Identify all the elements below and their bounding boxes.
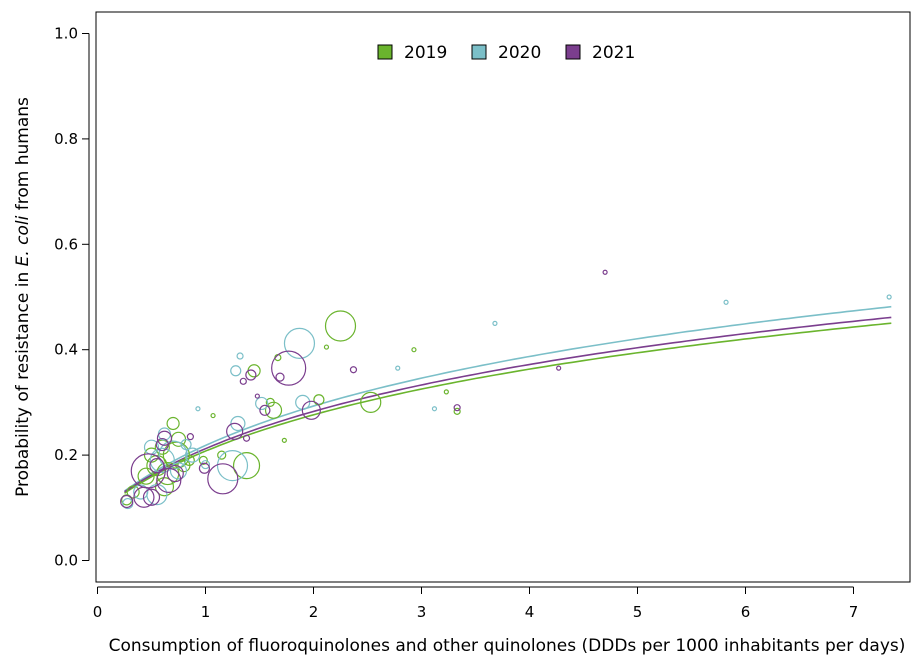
data-points [120, 269, 892, 510]
data-point-2020 [492, 320, 498, 326]
data-point-2021 [207, 463, 239, 495]
legend-label-2021: 2021 [592, 43, 635, 63]
x-tick-label: 1 [201, 603, 211, 621]
data-point-2020 [157, 427, 172, 441]
data-point-2019 [137, 467, 155, 485]
data-point-2019 [217, 450, 227, 460]
data-point-2019 [170, 431, 187, 447]
legend-swatch-2019 [377, 44, 393, 60]
y-tick-label: 0.4 [54, 341, 78, 359]
data-point-2021 [239, 377, 247, 385]
data-point-2019 [198, 455, 208, 465]
data-point-2021 [166, 464, 184, 483]
data-point-2021 [301, 400, 321, 420]
data-point-2020 [283, 327, 316, 359]
data-point-2021 [275, 372, 285, 382]
data-point-2019 [443, 389, 449, 395]
data-point-2021 [186, 433, 194, 441]
x-tick-label: 0 [93, 603, 103, 621]
y-tick-label: 0.6 [54, 235, 78, 253]
data-point-2020 [195, 406, 201, 412]
legend: 2019 2020 2021 [377, 43, 635, 63]
y-tick-label: 0.2 [54, 446, 78, 464]
data-point-2020 [169, 462, 188, 480]
data-point-2019 [166, 416, 180, 431]
data-point-2021 [602, 269, 608, 275]
x-tick-label: 7 [849, 603, 859, 621]
fit-lines [124, 305, 892, 494]
y-tick-label: 1.0 [54, 25, 78, 43]
x-tick-label: 4 [525, 603, 535, 621]
y-axis: 0.0 0.2 0.4 0.6 0.8 1.0 [54, 25, 90, 570]
data-point-2019 [126, 485, 140, 499]
legend-swatch-2021 [565, 44, 581, 60]
data-point-2021 [226, 422, 244, 440]
data-point-2019 [183, 454, 195, 466]
legend-label-2019: 2019 [404, 43, 447, 63]
data-point-2020 [255, 396, 269, 411]
data-point-2019 [360, 391, 382, 413]
x-tick-label: 5 [633, 603, 643, 621]
x-tick-label: 3 [417, 603, 427, 621]
data-point-2021 [130, 453, 166, 489]
fit-line-2021 [124, 316, 892, 493]
data-point-2019 [453, 407, 461, 415]
legend-label-2020: 2020 [498, 43, 541, 63]
data-point-2019 [210, 412, 216, 419]
data-point-2019 [323, 344, 330, 350]
data-point-2020 [431, 406, 438, 412]
data-point-2021 [259, 404, 271, 416]
data-point-2020 [395, 365, 401, 371]
data-point-2021 [120, 494, 134, 509]
data-point-2021 [149, 458, 165, 474]
data-point-2021 [245, 369, 257, 381]
x-axis-title: Consumption of fluoroquinolones and othe… [109, 636, 906, 656]
plot-frame [95, 11, 911, 583]
data-point-2020 [230, 415, 246, 432]
data-point-2019 [411, 347, 417, 353]
x-tick-label: 6 [741, 603, 751, 621]
data-point-2021 [142, 488, 161, 506]
data-point-2020 [180, 438, 192, 451]
data-point-2020 [146, 484, 168, 506]
data-point-2021 [156, 430, 173, 446]
data-point-2020 [230, 365, 242, 377]
x-tick-label: 2 [309, 603, 319, 621]
data-point-2020 [236, 352, 244, 360]
data-point-2020 [886, 294, 892, 300]
y-tick-label: 0.0 [54, 552, 78, 570]
y-axis-title-prefix: Probability of resistance in [13, 266, 33, 497]
data-point-2021 [556, 365, 562, 371]
data-point-2019 [281, 437, 287, 443]
data-point-2021 [156, 467, 182, 493]
x-axis: 0 1 2 3 4 5 6 7 [93, 586, 859, 621]
data-point-2019 [264, 401, 283, 419]
data-point-2020 [149, 447, 175, 473]
data-point-2021 [198, 462, 211, 474]
legend-swatch-2020 [471, 44, 487, 60]
fit-line-2020 [124, 305, 892, 492]
y-tick-label: 0.8 [54, 130, 78, 148]
data-point-2020 [723, 299, 729, 305]
y-axis-title-suffix: from humans [13, 97, 33, 216]
data-point-2021 [242, 434, 251, 442]
data-point-2019 [313, 394, 325, 406]
data-point-2021 [271, 350, 307, 386]
data-point-2021 [349, 366, 358, 374]
data-point-2020 [216, 450, 249, 482]
y-axis-title-italic: E. coli [13, 215, 33, 266]
data-point-2021 [254, 393, 260, 399]
data-point-2019 [232, 452, 261, 480]
data-point-2020 [184, 447, 201, 463]
y-axis-title: Probability of resistance in E. coli fro… [13, 97, 33, 497]
fit-line-2019 [124, 322, 892, 494]
data-point-2019 [324, 310, 357, 342]
data-point-2021 [453, 404, 461, 412]
